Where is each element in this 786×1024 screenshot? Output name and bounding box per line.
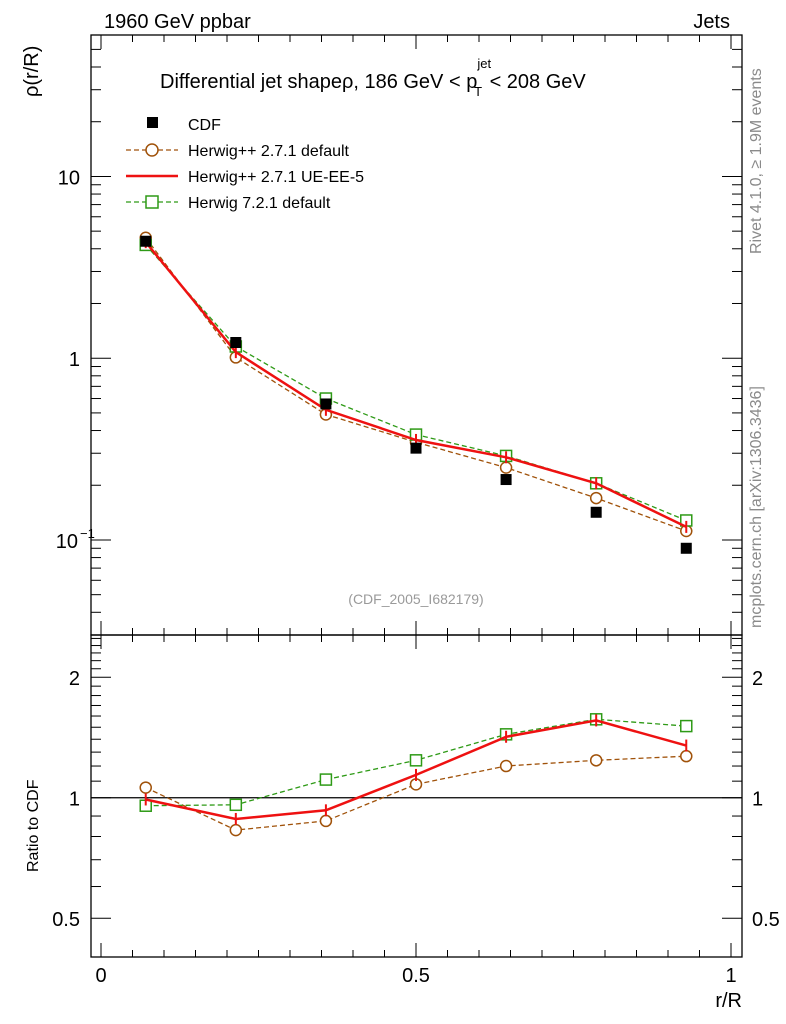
chart-title-sup: jet <box>476 56 491 71</box>
legend-marker-herwig-271-default <box>145 143 159 157</box>
main-point-cdf <box>320 398 332 410</box>
ratio-point-herwig_271_default <box>589 754 603 767</box>
header-left: 1960 GeV ppbar <box>104 11 251 33</box>
mcplots-label: mcplots.cern.ch [arXiv:1306.3436] <box>748 386 765 628</box>
ratio-y-tick-label: 1 <box>69 789 80 811</box>
main-point-cdf <box>230 337 242 349</box>
x-tick-label: 1 <box>725 965 736 987</box>
legend-label-herwig-271-ueee5: Herwig++ 2.7.1 UE-EE-5 <box>188 169 364 186</box>
ratio-series-line-herwig_271_default <box>145 755 687 831</box>
ylabel-ratio: Ratio to CDF <box>25 779 42 872</box>
main-series-line-herwig_721_default <box>145 244 687 522</box>
main-point-cdf <box>500 474 512 486</box>
main-series-line-herwig_271_ueee5 <box>144 241 687 529</box>
ratio-y-tick-label-right: 2 <box>752 668 763 690</box>
ratio-point-herwig_721_default <box>319 773 333 786</box>
main-point-herwig_271_default <box>499 461 513 474</box>
ratio-point-herwig_721_default <box>229 798 243 812</box>
y-tick-exponent: −1 <box>80 526 95 541</box>
ratio-y-tick-label-right: 1 <box>752 789 763 811</box>
xlabel: r/R <box>715 990 742 1012</box>
ratio-y-tick-label: 0.5 <box>52 909 80 931</box>
ratio-point-herwig_271_default <box>229 823 243 837</box>
legend-marker-herwig-721-default <box>145 195 159 209</box>
ratio-point-herwig_721_default <box>409 754 423 767</box>
ratio-y-tick-label: 2 <box>69 668 80 690</box>
rivet-label: Rivet 4.1.0, ≥ 1.9M events <box>748 68 765 254</box>
chart-title: Differential jet shapeρ, 186 GeV < pjet T… <box>160 56 586 99</box>
y-tick-label: 10 <box>58 167 80 189</box>
ratio-y-tick-label-right: 0.5 <box>752 909 780 931</box>
analysis-id: (CDF_2005_I682179) <box>348 591 483 607</box>
x-tick-label: 0 <box>95 965 106 987</box>
ratio-point-herwig_271_default <box>499 759 513 773</box>
legend-label-herwig-271-default: Herwig++ 2.7.1 default <box>188 143 350 160</box>
header-right: Jets <box>693 11 730 33</box>
ratio-plot-frame <box>90 634 743 958</box>
y-tick-label: 10 <box>56 531 78 553</box>
y-tick-label: 1 <box>69 349 80 371</box>
series-layer <box>139 231 693 837</box>
legend: CDF Herwig++ 2.7.1 default Herwig++ 2.7.… <box>126 117 364 212</box>
ratio-point-herwig_271_default <box>319 814 333 828</box>
chart-title-suffix: < 208 GeV <box>484 71 586 93</box>
legend-marker-cdf <box>147 117 158 128</box>
chart-title-sub: T <box>474 84 482 99</box>
main-point-cdf <box>410 442 422 454</box>
ratio-point-herwig_271_default <box>139 781 152 794</box>
ratio-point-herwig_721_default <box>680 719 693 733</box>
chart-title-prefix: Differential jet shapeρ, 186 GeV < p <box>160 71 477 93</box>
main-point-cdf <box>590 506 602 518</box>
main-point-cdf <box>140 235 152 247</box>
ylabel-main: ρ(r/R) <box>21 46 43 97</box>
main-point-herwig_271_default <box>589 491 603 505</box>
ratio-point-herwig_271_default <box>680 749 693 763</box>
x-tick-label: 0.5 <box>402 965 430 987</box>
main-point-cdf <box>680 542 692 554</box>
legend-label-herwig-721-default: Herwig 7.2.1 default <box>188 195 331 212</box>
legend-label-cdf: CDF <box>188 117 221 134</box>
